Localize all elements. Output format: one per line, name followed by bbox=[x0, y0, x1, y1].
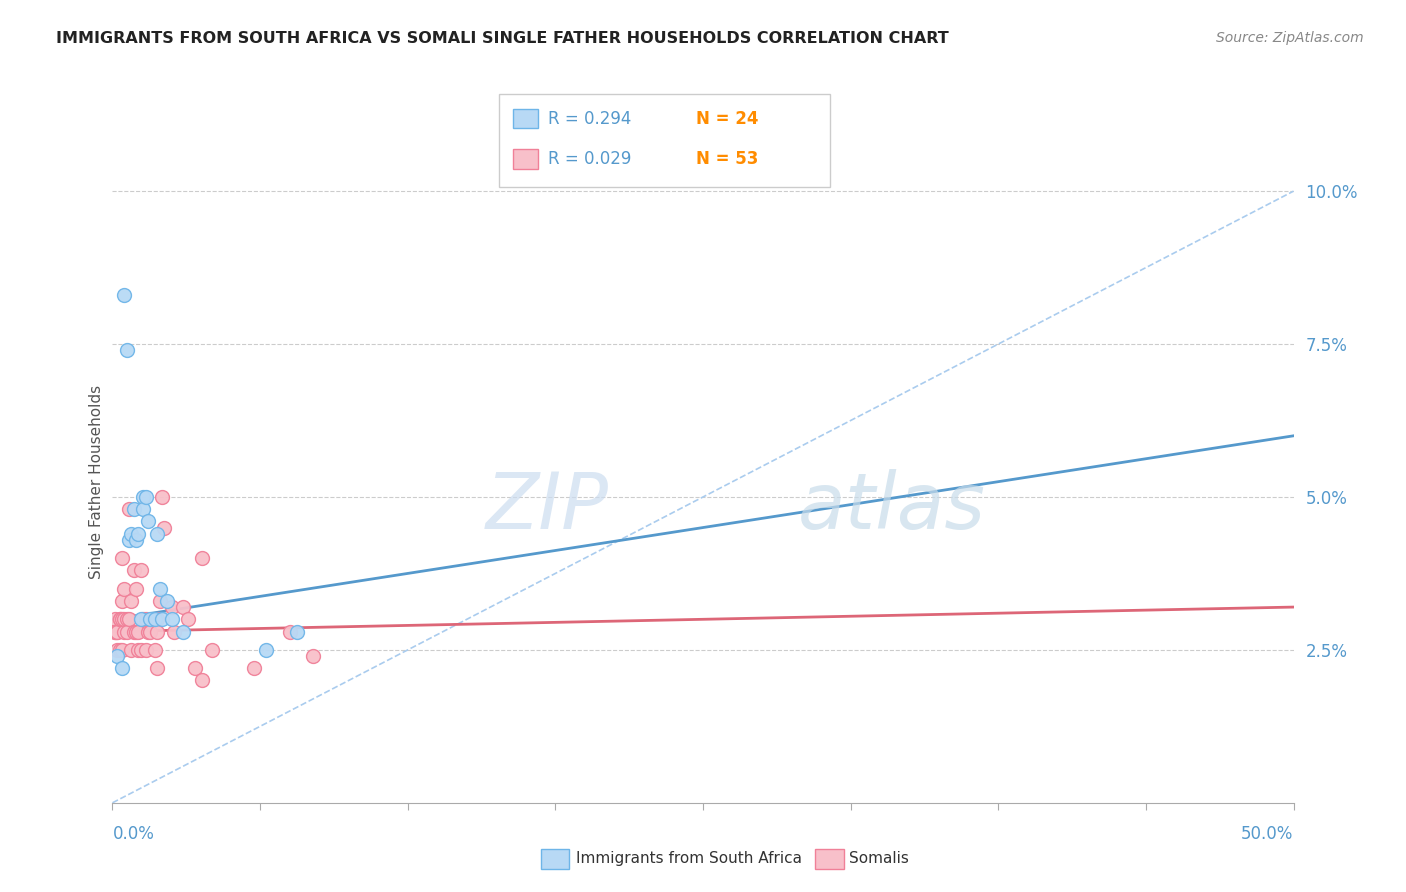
Point bbox=[129, 612, 152, 626]
Point bbox=[122, 624, 145, 639]
Point bbox=[153, 520, 176, 534]
Text: 50.0%: 50.0% bbox=[1241, 825, 1294, 843]
Point bbox=[111, 551, 134, 566]
Point bbox=[143, 643, 166, 657]
Point bbox=[132, 502, 155, 516]
Point bbox=[118, 612, 141, 626]
Point bbox=[143, 612, 166, 626]
Point bbox=[118, 533, 141, 547]
Point bbox=[105, 624, 128, 639]
Point bbox=[160, 612, 183, 626]
Text: Immigrants from South Africa: Immigrants from South Africa bbox=[576, 851, 803, 865]
Point bbox=[125, 533, 148, 547]
Point bbox=[184, 661, 207, 675]
Point bbox=[156, 594, 179, 608]
Text: atlas: atlas bbox=[797, 469, 986, 545]
Point bbox=[146, 624, 169, 639]
Point bbox=[127, 526, 149, 541]
Point bbox=[136, 624, 159, 639]
Point bbox=[115, 612, 138, 626]
Point bbox=[104, 612, 127, 626]
Point bbox=[108, 612, 131, 626]
Point bbox=[150, 612, 173, 626]
Point bbox=[129, 563, 152, 577]
Point bbox=[191, 673, 214, 688]
Point bbox=[149, 594, 172, 608]
Point bbox=[111, 643, 134, 657]
Text: Source: ZipAtlas.com: Source: ZipAtlas.com bbox=[1216, 31, 1364, 45]
Point bbox=[127, 624, 149, 639]
Point bbox=[105, 648, 128, 663]
Point bbox=[104, 624, 127, 639]
Point bbox=[129, 643, 152, 657]
Point bbox=[118, 502, 141, 516]
Text: N = 24: N = 24 bbox=[696, 110, 758, 128]
Point bbox=[172, 624, 194, 639]
Point bbox=[127, 643, 149, 657]
Point bbox=[191, 551, 214, 566]
Point bbox=[112, 624, 135, 639]
Text: R = 0.294: R = 0.294 bbox=[548, 110, 631, 128]
Point bbox=[135, 643, 157, 657]
Point bbox=[108, 612, 131, 626]
Point bbox=[302, 648, 325, 663]
Point bbox=[163, 624, 186, 639]
Point bbox=[112, 582, 135, 596]
Point bbox=[146, 612, 169, 626]
Point bbox=[254, 643, 277, 657]
Text: 0.0%: 0.0% bbox=[112, 825, 155, 843]
Point bbox=[160, 600, 183, 615]
Point bbox=[112, 612, 135, 626]
Point bbox=[105, 624, 128, 639]
Point bbox=[278, 624, 301, 639]
Point bbox=[111, 661, 134, 675]
Point bbox=[104, 624, 127, 639]
Point bbox=[243, 661, 266, 675]
Text: N = 53: N = 53 bbox=[696, 150, 758, 168]
Point bbox=[120, 643, 142, 657]
Point bbox=[135, 490, 157, 504]
Point bbox=[201, 643, 224, 657]
Y-axis label: Single Father Households: Single Father Households bbox=[89, 384, 104, 579]
Text: Somalis: Somalis bbox=[849, 851, 910, 865]
Point bbox=[120, 594, 142, 608]
Point bbox=[111, 594, 134, 608]
Point bbox=[112, 288, 135, 302]
Point bbox=[149, 582, 172, 596]
Point bbox=[122, 563, 145, 577]
Point bbox=[146, 661, 169, 675]
Point bbox=[120, 526, 142, 541]
Point bbox=[132, 490, 155, 504]
Point bbox=[132, 612, 155, 626]
Point bbox=[125, 582, 148, 596]
Point bbox=[115, 624, 138, 639]
Point bbox=[108, 643, 131, 657]
Point bbox=[125, 624, 148, 639]
Point bbox=[139, 624, 162, 639]
Text: R = 0.029: R = 0.029 bbox=[548, 150, 631, 168]
Point bbox=[122, 502, 145, 516]
Point bbox=[115, 343, 138, 358]
Point bbox=[111, 612, 134, 626]
Point bbox=[135, 612, 157, 626]
Point bbox=[150, 490, 173, 504]
Point bbox=[285, 624, 308, 639]
Point bbox=[146, 526, 169, 541]
Point bbox=[172, 600, 194, 615]
Point bbox=[177, 612, 200, 626]
Text: IMMIGRANTS FROM SOUTH AFRICA VS SOMALI SINGLE FATHER HOUSEHOLDS CORRELATION CHAR: IMMIGRANTS FROM SOUTH AFRICA VS SOMALI S… bbox=[56, 31, 949, 46]
Point bbox=[139, 612, 162, 626]
Text: ZIP: ZIP bbox=[485, 469, 609, 545]
Point bbox=[136, 515, 159, 529]
Point bbox=[105, 643, 128, 657]
